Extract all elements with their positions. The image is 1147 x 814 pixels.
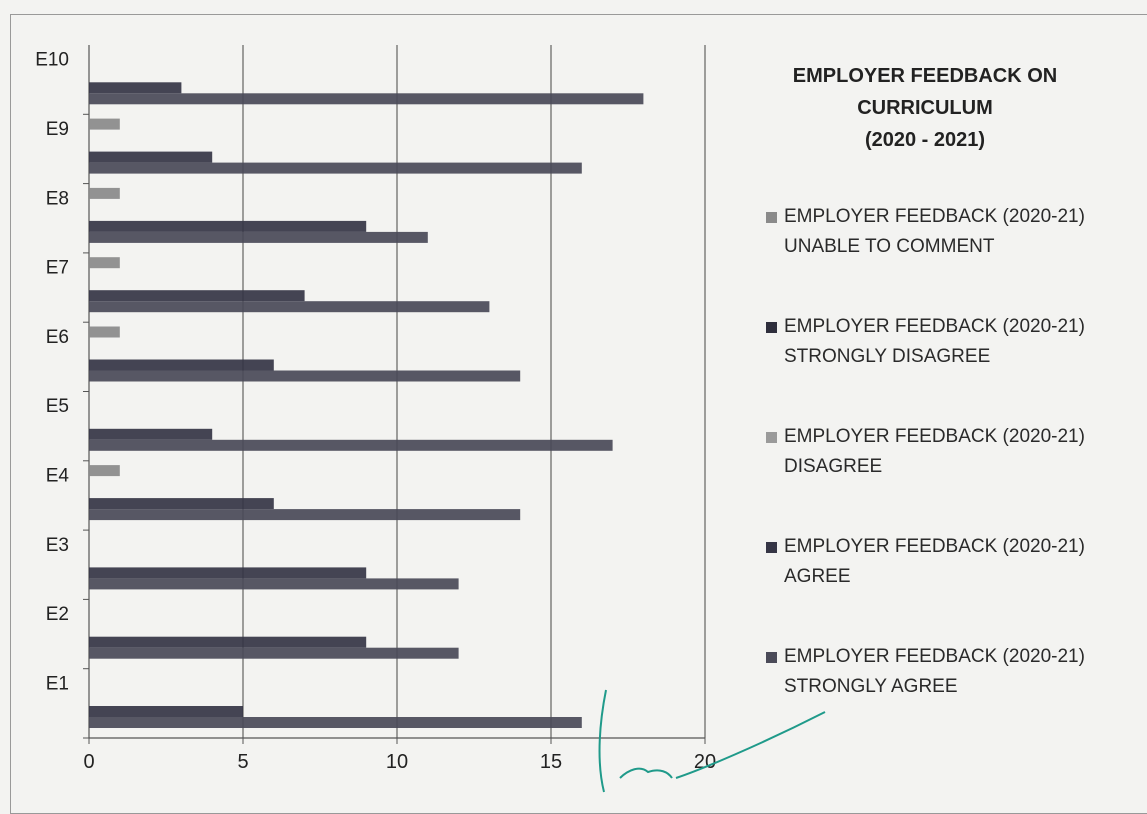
bar-e8-series-4 (89, 231, 428, 243)
gridlines (242, 45, 706, 738)
y-tick-label: E5 (46, 396, 69, 417)
bar-e2-series-3 (89, 636, 367, 648)
legend-label-line-1: EMPLOYER FEEDBACK (2020-21) (784, 426, 1085, 447)
legend-label-line-2: DISAGREE (784, 456, 883, 477)
y-tick-label: E10 (35, 50, 69, 71)
bar-e7-series-3 (89, 290, 305, 302)
y-tick-label: E6 (46, 327, 69, 348)
legend-label-line-1: EMPLOYER FEEDBACK (2020-21) (784, 316, 1085, 337)
bar-e4-series-4 (89, 509, 521, 521)
legend-swatch (766, 432, 777, 443)
y-tick-label: E3 (46, 535, 69, 556)
bar-e9-series-0 (89, 118, 120, 130)
legend-item-strongly-agree: EMPLOYER FEEDBACK (2020-21) STRONGLY AGR… (766, 642, 1146, 702)
legend-swatch (766, 652, 777, 663)
bar-e9-series-3 (89, 151, 213, 163)
bar-e5-series-4 (89, 439, 613, 451)
signature (598, 689, 826, 793)
chart-title-line-3: (2020 - 2021) (864, 129, 986, 151)
legend-item-strongly-disagree: EMPLOYER FEEDBACK (2020-21) STRONGLY DIS… (766, 312, 1146, 372)
y-tick-label: E7 (46, 258, 69, 279)
chart-title-line-2: CURRICULUM (857, 97, 993, 119)
legend-swatch (766, 212, 777, 223)
bar-e1-series-4 (89, 717, 582, 728)
bar-e7-series-0 (89, 257, 120, 269)
x-tick-label: 10 (386, 751, 408, 773)
legend-label-line-2: STRONGLY DISAGREE (784, 346, 991, 367)
x-tick-label: 5 (237, 751, 248, 773)
y-tick-label: E4 (46, 465, 70, 486)
legend-label-line-2: AGREE (784, 566, 851, 587)
bar-e1-series-3 (89, 706, 243, 717)
bar-chart: 0 5 10 15 20 E1 E2 E3 E4 E5 E6 E7 E8 E9 E10 (35, 45, 826, 793)
legend-item-disagree: EMPLOYER FEEDBACK (2020-21) DISAGREE (766, 422, 1146, 482)
bar-e6-series-4 (89, 370, 521, 382)
x-tick-label: 20 (694, 751, 716, 773)
y-tick-label: E9 (46, 119, 69, 140)
bar-e3-series-4 (89, 578, 459, 590)
bar-e10-series-4 (89, 93, 644, 105)
legend-item-unable-to-comment: EMPLOYER FEEDBACK (2020-21) UNABLE TO CO… (766, 202, 1146, 262)
legend-swatch (766, 322, 777, 333)
y-tick-label: E8 (46, 188, 69, 209)
legend-label-line-1: EMPLOYER FEEDBACK (2020-21) (784, 536, 1085, 557)
y-tick-label: E2 (46, 604, 69, 625)
bar-e3-series-3 (89, 567, 367, 579)
x-tick-label: 15 (540, 751, 562, 773)
chart-title-line-1: EMPLOYER FEEDBACK ON (792, 65, 1058, 87)
bar-e8-series-3 (89, 220, 367, 232)
legend-label-line-1: EMPLOYER FEEDBACK (2020-21) (784, 646, 1085, 667)
bar-e8-series-0 (89, 187, 120, 199)
x-tick-label: 0 (83, 751, 94, 773)
bar-e5-series-3 (89, 428, 213, 440)
bar-e4-series-0 (89, 465, 120, 477)
bar-e7-series-4 (89, 301, 490, 313)
chart-page: 0 5 10 15 20 E1 E2 E3 E4 E5 E6 E7 E8 E9 E10 EMPLOYER F… (10, 14, 1147, 814)
legend-swatch (766, 542, 777, 553)
legend-label-line-2: STRONGLY AGREE (784, 676, 958, 697)
bar-e6-series-0 (89, 326, 120, 338)
y-tick-label: E1 (46, 673, 69, 694)
bar-e6-series-3 (89, 359, 274, 371)
legend-label-line-2: UNABLE TO COMMENT (784, 236, 995, 257)
legend-item-agree: EMPLOYER FEEDBACK (2020-21) AGREE (766, 532, 1146, 592)
bar-e10-series-3 (89, 82, 182, 94)
tick-labels: 0 5 10 15 20 E1 E2 E3 E4 E5 E6 E7 E8 E9 E10 (35, 50, 716, 773)
chart-title: EMPLOYER FEEDBACK ON CURRICULUM (2020 - … (760, 60, 1090, 156)
legend-label-line-1: EMPLOYER FEEDBACK (2020-21) (784, 206, 1085, 227)
bar-e9-series-4 (89, 162, 582, 174)
bar-e2-series-4 (89, 647, 459, 659)
bars (89, 82, 644, 728)
bar-e4-series-3 (89, 498, 274, 510)
